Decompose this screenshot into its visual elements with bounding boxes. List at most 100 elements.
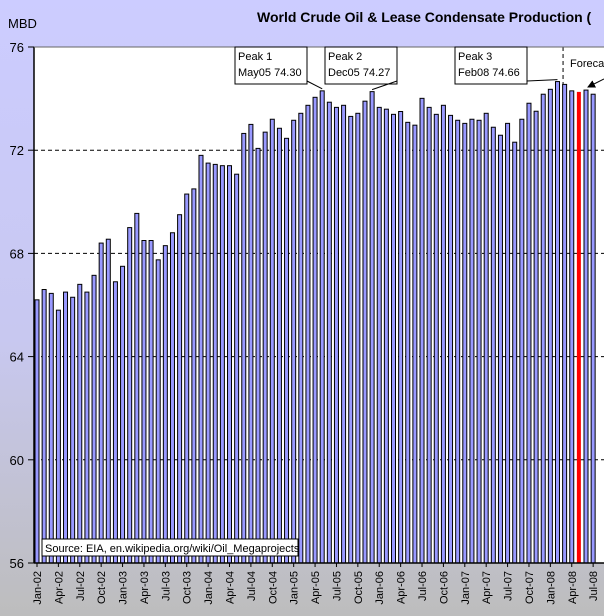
bar	[362, 100, 368, 564]
bar	[590, 93, 596, 564]
bar	[248, 123, 254, 564]
x-tick-label: Jul-03	[160, 571, 172, 601]
bar	[219, 165, 225, 564]
x-tick-label: Oct-03	[182, 571, 194, 604]
bar	[255, 147, 261, 564]
bar	[490, 126, 496, 564]
bar	[162, 245, 168, 564]
bar	[70, 296, 76, 564]
bar	[469, 118, 475, 564]
x-tick-label: Apr-08	[567, 571, 579, 604]
bar	[34, 299, 40, 564]
bar	[319, 90, 325, 564]
x-tick-label: Apr-06	[396, 571, 408, 604]
x-tick-label: Apr-07	[481, 571, 493, 604]
y-tick-label: 68	[10, 246, 24, 261]
bar	[191, 188, 197, 564]
bar	[312, 96, 318, 564]
chart-title: World Crude Oil & Lease Condensate Produ…	[257, 9, 592, 25]
bar	[526, 102, 532, 564]
bar	[512, 141, 518, 564]
x-tick-label: Jul-07	[503, 571, 515, 601]
bar	[440, 104, 446, 564]
bar	[55, 309, 61, 564]
x-tick-label: Jul-05	[331, 571, 343, 601]
x-tick-label: Apr-05	[310, 571, 322, 604]
x-tick-label: Oct-04	[267, 571, 279, 604]
bar	[212, 163, 218, 564]
x-tick-label: Apr-02	[53, 571, 65, 604]
bar	[398, 111, 404, 564]
bar	[533, 110, 539, 564]
bar	[554, 81, 560, 564]
y-tick-label: 76	[10, 40, 24, 55]
bar	[298, 112, 304, 564]
bar	[583, 89, 589, 564]
peak-callout-value: May05 74.30	[238, 67, 302, 79]
bar	[505, 122, 511, 564]
bar	[412, 124, 418, 564]
y-tick-label: 56	[10, 556, 24, 571]
peak-callout-value: Feb08 74.66	[458, 67, 520, 79]
bar	[141, 240, 147, 564]
bar	[333, 106, 339, 564]
bar	[276, 127, 282, 564]
bar	[120, 265, 126, 564]
bar	[562, 83, 568, 564]
x-tick-label: Apr-03	[139, 571, 151, 604]
peak-callout-box	[324, 46, 398, 85]
bar	[405, 121, 411, 564]
x-tick-label: Jul-06	[417, 571, 429, 601]
bar	[91, 274, 97, 564]
bar	[177, 214, 183, 564]
bar	[483, 112, 489, 564]
forecast-label: Forecast	[570, 58, 604, 70]
bar	[540, 93, 546, 564]
x-tick-label: Oct-06	[438, 571, 450, 604]
bar	[547, 88, 553, 564]
bar	[305, 104, 311, 564]
bar	[205, 162, 211, 564]
bar	[169, 232, 175, 564]
peak-leader-line	[306, 80, 323, 90]
peak-leader-line	[371, 80, 398, 91]
x-tick-label: Jan-07	[460, 571, 472, 605]
x-tick-label: Jul-08	[588, 571, 600, 601]
bar	[262, 131, 268, 564]
forecast-arrow-icon	[587, 78, 604, 88]
x-tick-label: Jan-08	[545, 571, 557, 605]
bar	[284, 137, 290, 564]
bar	[376, 106, 382, 564]
source-box	[41, 538, 299, 557]
peak-callout-box	[234, 46, 308, 85]
peak-callout-title: Peak 2	[328, 51, 362, 63]
bar	[419, 97, 425, 564]
bar	[98, 242, 104, 564]
bar	[426, 106, 432, 564]
bar	[326, 101, 332, 564]
peak-leader-line	[526, 79, 558, 82]
bar	[63, 291, 69, 564]
bar	[369, 91, 375, 564]
bar	[455, 119, 461, 564]
bar	[134, 212, 140, 564]
x-tick-label: Apr-04	[225, 571, 237, 604]
peak-callout-title: Peak 1	[238, 51, 272, 63]
bar	[234, 173, 240, 564]
x-tick-label: Oct-02	[96, 571, 108, 604]
y-tick-label: 64	[10, 350, 24, 365]
bar	[355, 112, 361, 564]
bar-highlight	[576, 91, 581, 563]
bar	[227, 165, 233, 564]
bar	[105, 238, 111, 564]
bar	[383, 108, 389, 564]
x-tick-label: Oct-07	[524, 571, 536, 604]
bar	[476, 119, 482, 564]
bar	[148, 240, 154, 564]
x-tick-label: Jan-03	[118, 571, 130, 605]
bar	[77, 283, 83, 564]
bar	[198, 154, 204, 564]
y-tick-label: 72	[10, 143, 24, 158]
x-tick-label: Jul-04	[246, 571, 258, 601]
